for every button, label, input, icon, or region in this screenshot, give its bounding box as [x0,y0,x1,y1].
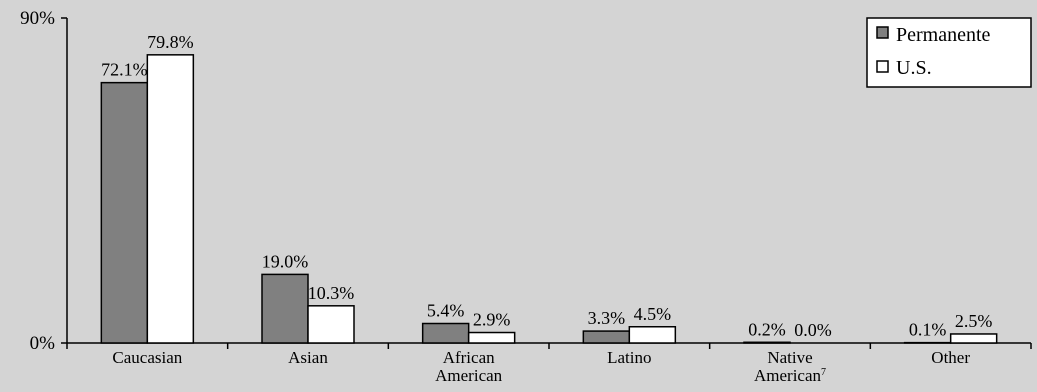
bar-u-s-african-american [467,331,516,344]
data-label-u-s-native-american: 0.0% [794,320,832,340]
category-label-caucasian: Caucasian [112,348,182,367]
bar-permanente-african-american [421,322,470,344]
legend-swatch-us [876,60,889,73]
bar-u-s-latino [628,326,677,344]
data-label-permanente-latino: 3.3% [588,308,626,328]
category-label-latino: Latino [607,348,651,367]
data-label-permanente-native-american: 0.2% [748,319,786,339]
data-label-permanente-caucasian: 72.1% [101,60,148,80]
data-label-permanente-african-american: 5.4% [427,301,465,321]
bar-permanente-asian [261,273,309,344]
legend-box [866,17,1032,88]
category-label-african-american: African American [435,348,503,385]
data-labels: 72.1% 79.8% 19.0% 10.3% 5.4% 2.9% 3.3% 4.5% 0.2%… [101,32,992,340]
legend: Permanente U.S. [866,17,1032,88]
bar-u-s-asian [307,305,355,344]
legend-label-permanente: Permanente [896,24,991,46]
bar-permanente-native-american [743,341,791,344]
category-labels: Caucasian Asian African American Latino Nativ… [112,348,970,385]
data-label-u-s-caucasian: 79.8% [147,32,194,52]
data-label-u-s-other: 2.5% [955,311,993,331]
data-label-permanente-other: 0.1% [909,320,947,340]
y-ticks: 90% 0% [20,8,67,354]
data-label-permanente-asian: 19.0% [262,251,309,271]
category-label-asian: Asian [288,348,328,367]
bars [100,54,998,344]
bar-permanente-latino [582,330,631,344]
data-label-u-s-asian: 10.3% [308,283,355,303]
bar-u-s-other [949,333,998,344]
category-label-native-american: Native American7 [754,348,826,385]
data-label-u-s-latino: 4.5% [634,304,672,324]
bar-permanente-caucasian [100,81,149,344]
x-ticks [66,343,1032,349]
category-label-other: Other [931,348,970,367]
data-label-u-s-african-american: 2.9% [473,310,511,330]
y-tick-label: 0% [30,333,56,354]
legend-label-us: U.S. [896,57,932,79]
bar-u-s-caucasian [146,54,195,344]
legend-swatch-permanente [876,26,889,39]
y-tick-label: 90% [20,8,55,29]
